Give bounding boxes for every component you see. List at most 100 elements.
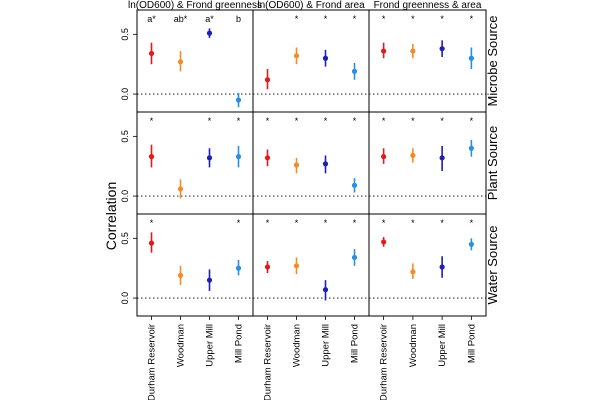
estimate-point (351, 182, 358, 188)
y-tick-label: 0.0 (120, 88, 130, 101)
column-title: Frond greenness & area (374, 0, 482, 11)
estimate-point (206, 155, 213, 161)
category-label: Durham Reservoir (379, 324, 390, 400)
estimate-point (148, 50, 155, 57)
category-label: Upper Mill (205, 324, 216, 367)
significance-mark: * (266, 218, 270, 228)
estimate-point (351, 68, 358, 74)
estimate-point (235, 154, 242, 160)
category-label: Woodman (292, 324, 303, 367)
significance-mark: * (411, 116, 415, 126)
significance-mark: * (324, 14, 328, 24)
estimate-point (264, 155, 271, 161)
estimate-point (264, 77, 271, 83)
y-axis-label: Correlation (103, 182, 119, 250)
column-title: ln(OD600) & Frond greenness (128, 0, 262, 11)
estimate-point (439, 155, 445, 161)
panel-frame (252, 111, 370, 215)
estimate-point (381, 239, 387, 245)
significance-mark: * (324, 116, 328, 126)
estimate-point (235, 265, 242, 271)
significance-mark: * (295, 218, 299, 228)
panel-frame (368, 213, 487, 317)
estimate-point (293, 162, 300, 168)
estimate-point (351, 254, 358, 261)
estimate-point (206, 30, 213, 36)
row-label: Plant Source (485, 126, 500, 200)
panel-frame (368, 9, 487, 113)
significance-mark: * (237, 218, 241, 228)
estimate-point (322, 287, 329, 293)
column-title: ln(OD600) & Frond area (257, 0, 365, 11)
estimate-point (439, 264, 445, 270)
significance-mark: * (440, 14, 444, 24)
significance-mark: b (236, 14, 241, 24)
significance-mark: * (382, 116, 386, 126)
estimate-point (177, 59, 184, 65)
estimate-point (468, 241, 474, 247)
significance-mark: * (295, 116, 299, 126)
estimate-point (148, 240, 155, 246)
panel-frame (136, 9, 254, 113)
significance-mark: * (440, 116, 444, 126)
estimate-point (293, 53, 300, 59)
significance-mark: * (470, 218, 474, 228)
significance-mark: * (470, 14, 474, 24)
category-label: Mill Pond (466, 324, 477, 363)
estimate-point (322, 161, 329, 167)
estimate-point (235, 97, 242, 103)
estimate-point (322, 55, 329, 61)
significance-mark: * (295, 14, 299, 24)
significance-mark: * (324, 218, 328, 228)
row-label: Water Source (485, 226, 500, 305)
significance-mark: * (440, 218, 444, 228)
panel-frame (252, 213, 370, 317)
panel-frame (136, 111, 254, 215)
estimate-point (439, 46, 445, 52)
estimate-point (177, 272, 184, 278)
y-tick-label: 0.5 (120, 28, 130, 41)
estimate-point (381, 48, 387, 54)
category-label: Durham Reservoir (263, 324, 274, 400)
estimate-point (148, 154, 155, 160)
estimate-point (410, 48, 416, 54)
significance-mark: * (411, 218, 415, 228)
significance-mark: * (382, 218, 386, 228)
significance-mark: * (150, 116, 154, 126)
significance-mark: * (266, 116, 270, 126)
category-label: Mill Pond (350, 324, 361, 363)
estimate-point (410, 269, 416, 275)
y-tick-label: 0.5 (120, 232, 130, 245)
category-label: Mill Pond (234, 324, 245, 363)
category-label: Upper Mill (437, 324, 448, 367)
estimate-point (264, 264, 271, 270)
estimate-point (410, 152, 416, 159)
estimate-point (293, 263, 300, 269)
category-label: Upper Mill (321, 324, 332, 367)
significance-mark: * (382, 14, 386, 24)
significance-mark: * (353, 218, 357, 228)
significance-mark: a* (205, 14, 214, 24)
significance-mark: * (353, 14, 357, 24)
significance-mark: * (411, 14, 415, 24)
y-tick-label: 0.0 (120, 190, 130, 203)
estimate-point (468, 55, 474, 61)
y-tick-label: 0.5 (120, 130, 130, 143)
row-label: Microbe Source (485, 15, 500, 106)
estimate-point (381, 154, 387, 160)
significance-mark: a* (147, 14, 156, 24)
panel-frame (136, 213, 254, 317)
significance-mark: * (150, 218, 154, 228)
significance-mark: * (208, 116, 212, 126)
category-label: Durham Reservoir (147, 324, 158, 400)
panel-frame (368, 111, 487, 215)
significance-mark: * (353, 116, 357, 126)
panel-frame (252, 9, 370, 113)
significance-mark: ab* (174, 14, 188, 24)
estimate-point (468, 145, 474, 151)
estimate-point (206, 277, 213, 283)
significance-mark: * (237, 116, 241, 126)
significance-mark: * (470, 116, 474, 126)
